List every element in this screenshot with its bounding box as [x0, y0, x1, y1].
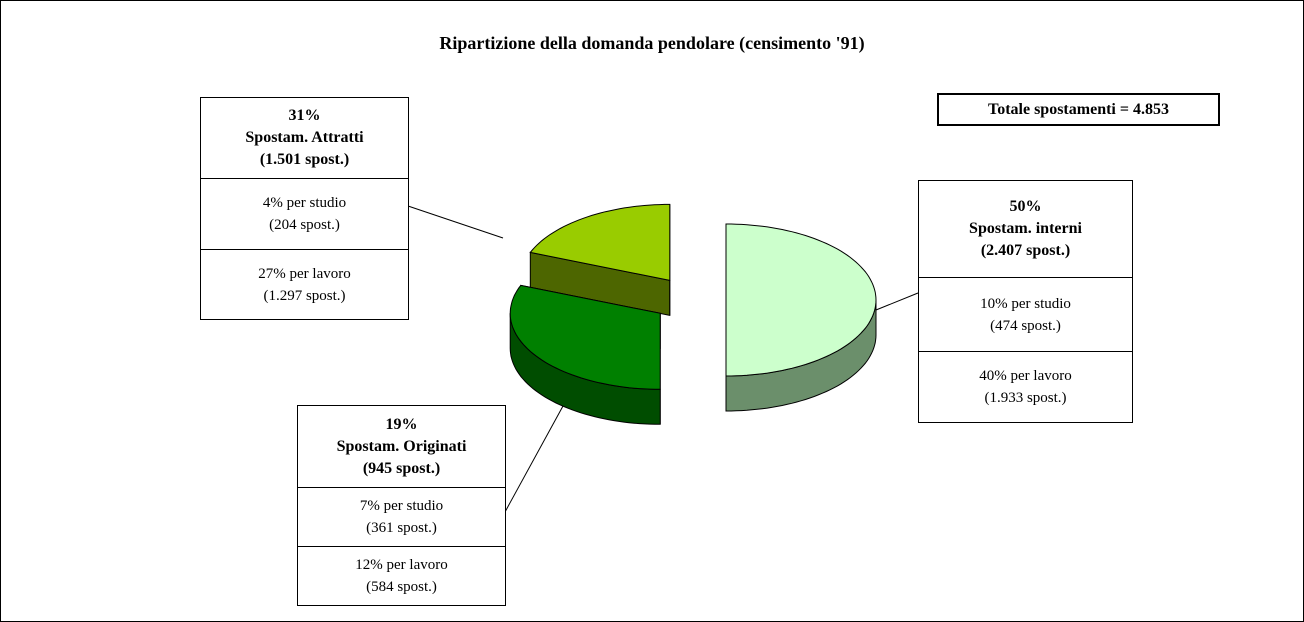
- count-label: (2.407 spost.): [980, 242, 1071, 259]
- breakdown-count: (1.933 spost.): [984, 390, 1067, 406]
- count-label: (945 spost.): [362, 459, 441, 477]
- label-header: 19% Spostam. Originati (945 spost.): [298, 406, 505, 487]
- breakdown-cell: 4% per studio (204 spost.): [201, 178, 408, 249]
- breakdown-cell: 12% per lavoro (584 spost.): [298, 546, 505, 605]
- leader-line: [407, 205, 504, 239]
- breakdown-count: (474 spost.): [990, 317, 1061, 334]
- slice: [509, 284, 661, 390]
- breakdown-count: (361 spost.): [366, 520, 437, 536]
- category-label: Spostam. interni: [969, 220, 1082, 237]
- breakdown-count: (1.297 spost.): [263, 287, 346, 304]
- label-header: 31% Spostam. Attratti (1.501 spost.): [201, 98, 408, 178]
- value-label: 50%: [1009, 198, 1042, 215]
- breakdown-cell: 27% per lavoro (1.297 spost.): [201, 249, 408, 319]
- breakdown-cell: 7% per studio (361 spost.): [298, 487, 505, 546]
- annotation: Totale spostamenti = 4.853: [937, 93, 1220, 126]
- value-label: 19%: [385, 415, 418, 433]
- breakdown-label: 4% per studio: [262, 195, 347, 211]
- leader-line: [504, 405, 564, 513]
- breakdown-label: 40% per lavoro: [979, 368, 1072, 384]
- label-box: 31% Spostam. Attratti (1.501 spost.) 4% per…: [200, 97, 409, 320]
- chart-title: Ripartizione della domanda pendolare (ce…: [439, 33, 865, 53]
- category-label: Spostam. Attratti: [245, 129, 364, 146]
- count-label: (1.501 spost.): [259, 151, 350, 168]
- breakdown-cell: 10% per studio (474 spost.): [919, 277, 1132, 351]
- label-box: 19% Spostam. Originati (945 spost.) 7% per …: [297, 405, 506, 606]
- breakdown-label: 27% per lavoro: [258, 265, 351, 282]
- breakdown-label: 12% per lavoro: [355, 557, 448, 573]
- breakdown-count: (204 spost.): [269, 217, 340, 233]
- slice: [529, 203, 671, 282]
- category-label: Spostam. Originati: [336, 437, 467, 455]
- label-box: 50% Spostam. interni (2.407 spost.) 10% per…: [918, 180, 1133, 423]
- slice: [725, 223, 877, 377]
- breakdown-cell: 40% per lavoro (1.933 spost.): [919, 351, 1132, 422]
- label-header: 50% Spostam. interni (2.407 spost.): [919, 181, 1132, 277]
- breakdown-label: 7% per studio: [359, 498, 444, 514]
- value-label: 31%: [288, 107, 321, 124]
- leader-line: [875, 292, 919, 311]
- breakdown-label: 10% per studio: [980, 295, 1071, 312]
- breakdown-count: (584 spost.): [366, 579, 437, 595]
